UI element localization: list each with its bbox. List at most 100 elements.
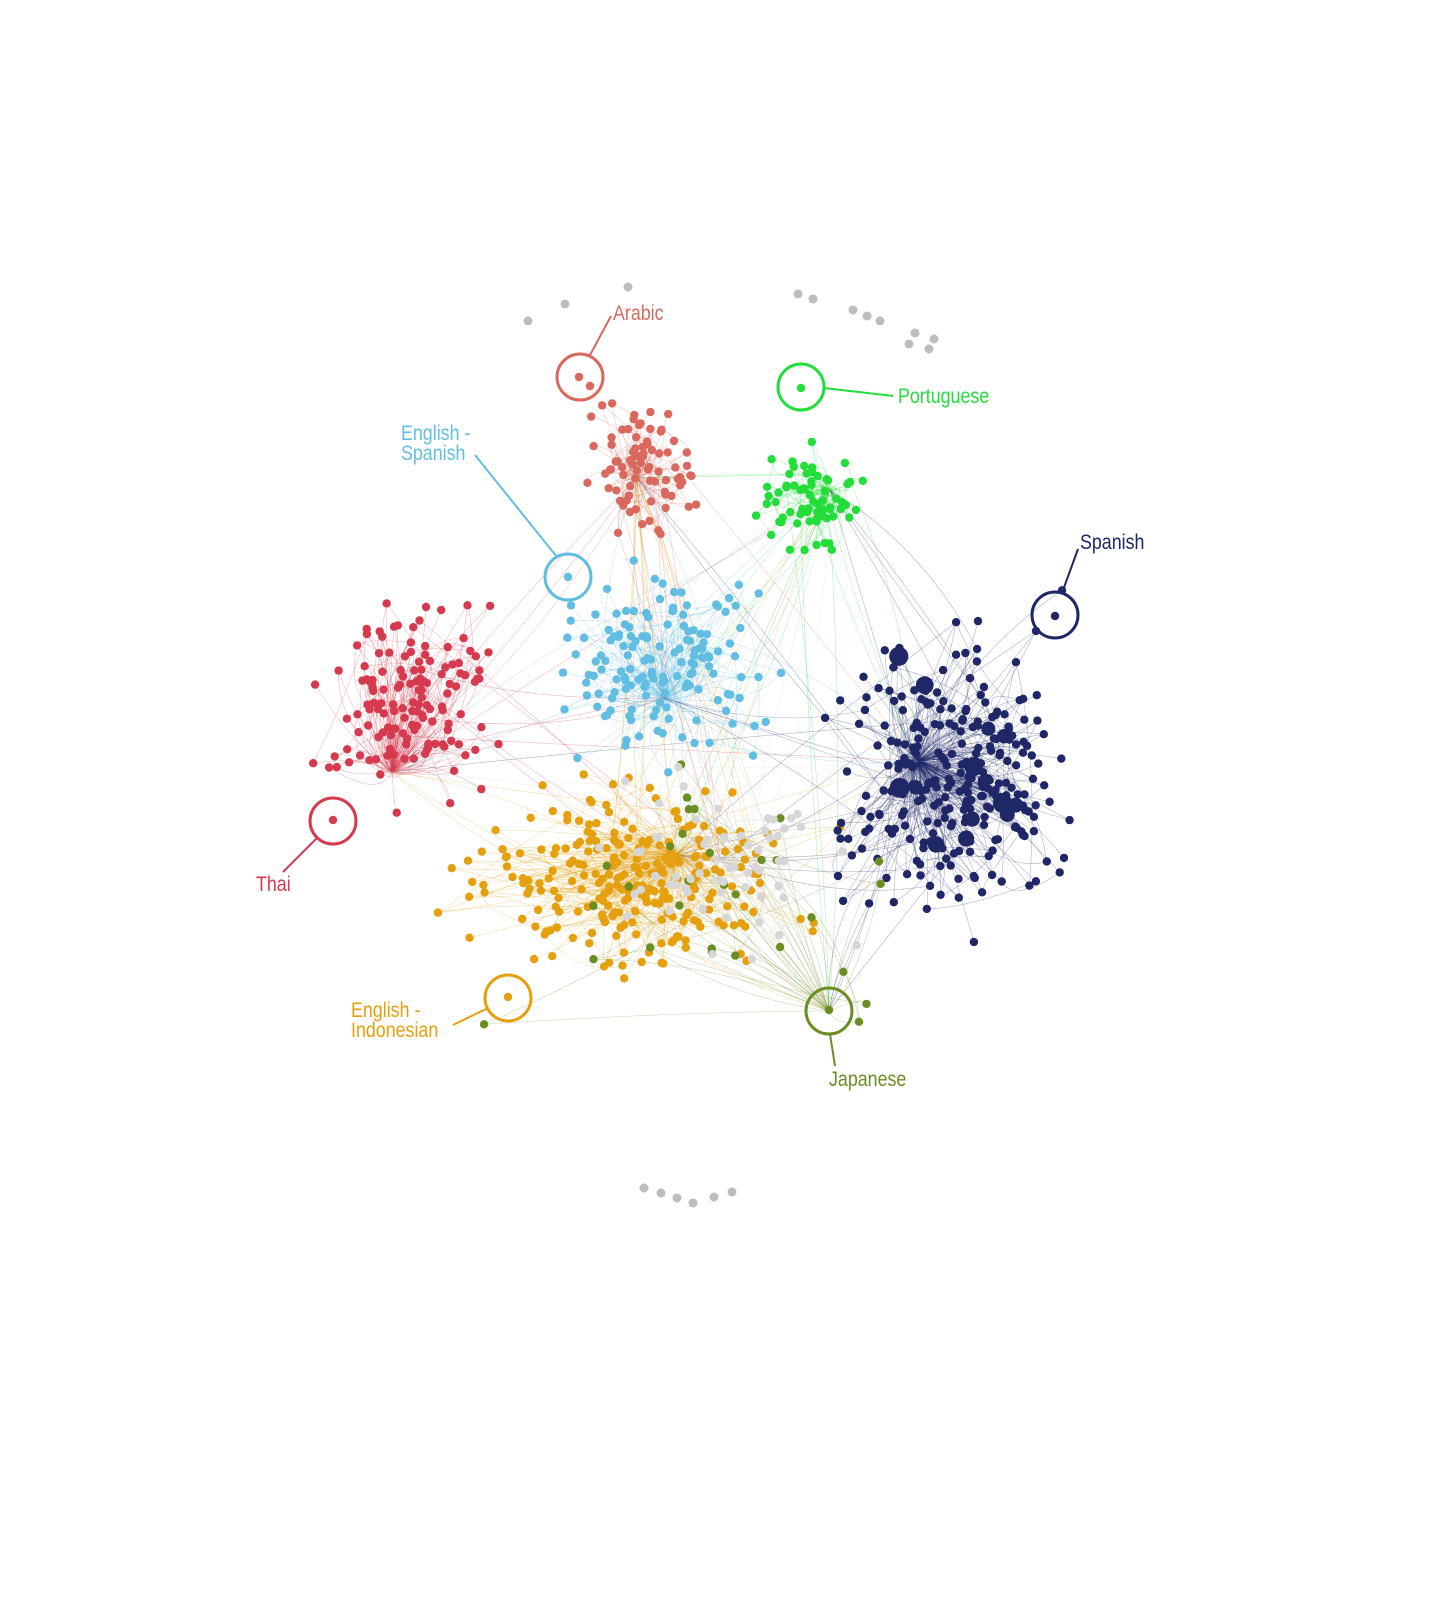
edge bbox=[719, 859, 784, 898]
edge bbox=[663, 655, 736, 699]
node bbox=[902, 870, 912, 879]
node bbox=[655, 642, 664, 651]
edge bbox=[610, 640, 665, 699]
edge bbox=[915, 760, 949, 788]
edge bbox=[837, 760, 919, 877]
edge bbox=[599, 786, 684, 849]
node bbox=[721, 706, 731, 715]
node bbox=[719, 921, 728, 930]
node bbox=[400, 713, 409, 722]
node bbox=[605, 958, 614, 967]
node bbox=[636, 847, 645, 856]
label-arabic: Arabic bbox=[613, 302, 664, 326]
edge bbox=[391, 743, 499, 773]
edge bbox=[917, 760, 997, 798]
edge bbox=[640, 452, 668, 525]
edge bbox=[314, 684, 393, 773]
node bbox=[583, 827, 593, 836]
node bbox=[761, 826, 770, 835]
leader-line-english-indonesian bbox=[452, 1007, 489, 1026]
node bbox=[664, 409, 673, 419]
node bbox=[973, 721, 982, 730]
node bbox=[750, 863, 760, 872]
node bbox=[825, 504, 835, 514]
node bbox=[398, 672, 408, 681]
node bbox=[650, 477, 660, 486]
edge bbox=[636, 477, 686, 941]
node bbox=[406, 638, 416, 647]
edge bbox=[663, 697, 697, 721]
node bbox=[690, 738, 699, 748]
node bbox=[972, 644, 982, 654]
node bbox=[713, 602, 723, 611]
node bbox=[947, 749, 957, 759]
isolated-node bbox=[929, 334, 939, 344]
edge bbox=[608, 839, 650, 892]
node bbox=[820, 538, 829, 548]
edge bbox=[562, 672, 665, 699]
node bbox=[438, 740, 447, 749]
node bbox=[634, 420, 644, 430]
node bbox=[749, 907, 758, 917]
edge bbox=[567, 819, 677, 856]
edge bbox=[829, 489, 978, 650]
node bbox=[607, 694, 617, 703]
edge bbox=[917, 621, 979, 762]
node bbox=[982, 802, 992, 811]
node bbox=[900, 821, 910, 830]
edge bbox=[917, 724, 937, 762]
node bbox=[587, 412, 596, 421]
edge bbox=[313, 760, 393, 773]
edge bbox=[715, 835, 742, 861]
node bbox=[682, 793, 692, 802]
node bbox=[900, 740, 910, 749]
node bbox=[627, 705, 636, 714]
node bbox=[622, 912, 632, 921]
node bbox=[554, 893, 563, 903]
edge bbox=[391, 744, 407, 774]
node bbox=[573, 907, 583, 916]
node bbox=[941, 793, 950, 802]
edge bbox=[663, 684, 729, 699]
node bbox=[686, 874, 695, 884]
isolated-node bbox=[862, 311, 872, 321]
node bbox=[604, 484, 613, 493]
node bbox=[628, 918, 637, 927]
annotation-english-indonesian: English - Indonesian bbox=[351, 973, 533, 1043]
node bbox=[844, 834, 853, 843]
node bbox=[385, 648, 394, 657]
node bbox=[845, 513, 854, 522]
node bbox=[484, 648, 493, 657]
edge bbox=[688, 808, 830, 1012]
edge bbox=[391, 610, 627, 773]
node bbox=[618, 961, 627, 970]
node bbox=[574, 372, 584, 382]
label-english-indonesian: English - Indonesian bbox=[351, 999, 438, 1043]
edge bbox=[626, 689, 699, 741]
node bbox=[566, 601, 576, 610]
node bbox=[671, 872, 681, 881]
edge bbox=[422, 697, 665, 725]
node bbox=[628, 824, 637, 833]
edge bbox=[917, 719, 964, 762]
edge bbox=[917, 760, 939, 803]
node bbox=[737, 831, 746, 840]
node bbox=[624, 882, 633, 891]
node bbox=[946, 822, 956, 831]
leader-line-thai bbox=[282, 837, 318, 873]
edge bbox=[663, 697, 699, 744]
edge bbox=[663, 697, 766, 727]
edge bbox=[636, 476, 690, 507]
node bbox=[365, 705, 374, 714]
edge bbox=[911, 756, 933, 782]
node bbox=[800, 461, 809, 471]
node bbox=[602, 844, 611, 853]
node bbox=[582, 691, 592, 700]
node bbox=[737, 919, 746, 928]
node bbox=[594, 878, 604, 888]
node bbox=[591, 869, 600, 879]
node bbox=[525, 884, 534, 893]
edge bbox=[391, 771, 397, 813]
node bbox=[717, 888, 726, 897]
node bbox=[963, 780, 973, 789]
